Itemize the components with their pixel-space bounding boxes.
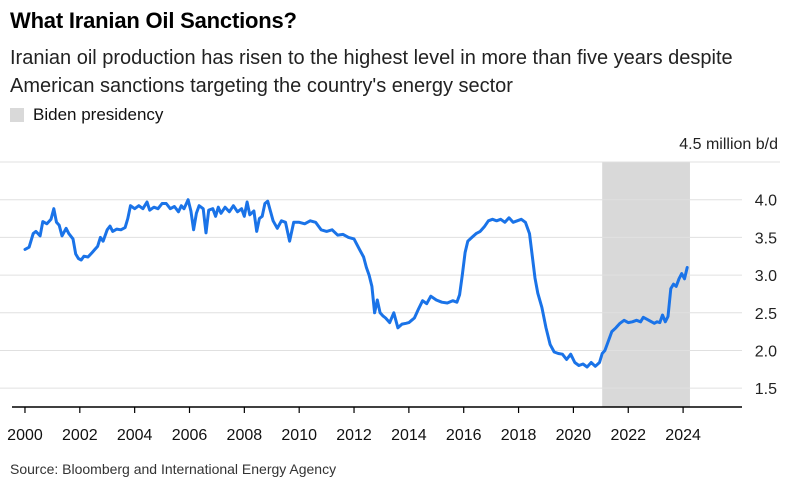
x-tick-label: 2006 <box>172 427 208 444</box>
series-line-iran-oil-production <box>23 198 689 369</box>
y-tick-label: 1.5 <box>755 381 777 398</box>
y-tick-label: 3.5 <box>755 230 777 247</box>
x-tick-label: 2022 <box>610 427 646 444</box>
gridlines <box>0 161 780 389</box>
x-tick-label: 2010 <box>281 427 317 444</box>
chart-title: What Iranian Oil Sanctions? <box>10 8 297 33</box>
x-tick-label: 2004 <box>117 427 153 444</box>
y-tick-label: 4.0 <box>755 193 777 210</box>
x-tick-label: 2002 <box>62 427 98 444</box>
y-axis-unit-label: 4.5 million b/d <box>679 136 778 153</box>
series-lines <box>23 198 689 369</box>
legend-label-biden: Biden presidency <box>33 105 164 124</box>
x-tick-label: 2016 <box>446 427 482 444</box>
y-tick-labels: 1.5 2.0 2.5 3.0 3.5 4.0 <box>755 193 777 398</box>
source-note: Source: Bloomberg and International Ener… <box>10 461 337 477</box>
y-tick-label: 2.5 <box>755 306 777 323</box>
x-axis: 2000 2002 2004 2006 2008 2010 2012 2014 2016 2018… <box>7 406 742 444</box>
x-tick-label: 2018 <box>501 427 537 444</box>
x-tick-label: 2000 <box>7 427 43 444</box>
y-tick-label: 3.0 <box>755 268 777 285</box>
chart-subtitle: Iranian oil production has risen to the … <box>10 47 733 97</box>
x-tick-label: 2012 <box>336 427 372 444</box>
x-tick-label: 2008 <box>227 427 263 444</box>
legend-swatch-biden <box>10 108 24 122</box>
x-tick-label: 2024 <box>665 427 701 444</box>
x-tick-label: 2020 <box>556 427 592 444</box>
y-tick-label: 2.0 <box>755 343 777 360</box>
legend: Biden presidency <box>10 104 163 126</box>
x-tick-label: 2014 <box>391 427 427 444</box>
